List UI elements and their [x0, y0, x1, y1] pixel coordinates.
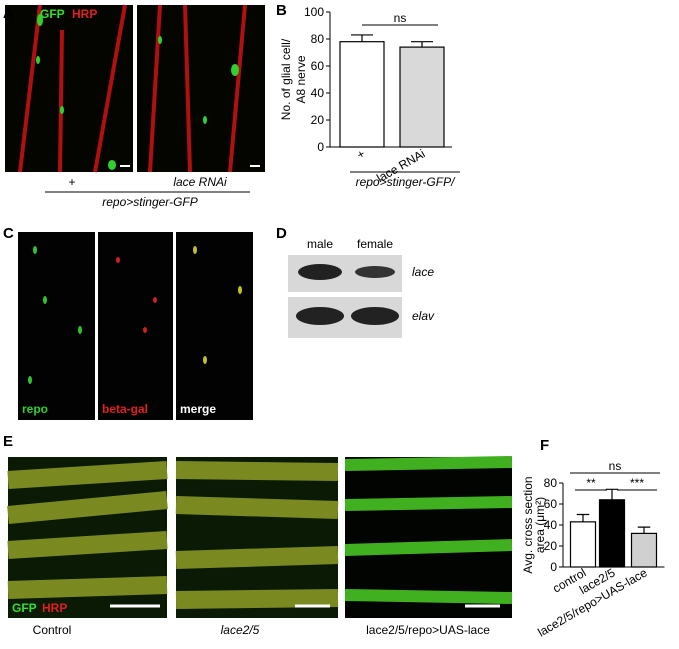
y-axis-label: area (μm²)	[533, 497, 547, 553]
panel-letter: C	[3, 225, 14, 242]
channel-label: merge	[180, 402, 216, 416]
condition-label: +	[68, 175, 75, 189]
nerves	[7, 461, 339, 609]
channel-label: beta-gal	[102, 402, 148, 416]
x-tick-label: +	[354, 146, 367, 162]
channel-label: repo	[22, 402, 48, 416]
y-tick-label: 0	[550, 560, 557, 574]
x-axis-label: repo>stinger-GFP/	[356, 175, 456, 189]
error-bar	[351, 34, 373, 42]
y-tick-label: 0	[317, 140, 324, 154]
bar	[630, 532, 658, 568]
band	[296, 307, 344, 325]
column-label: male	[307, 237, 333, 251]
y-axis-label: No. of glial cell/	[279, 38, 293, 120]
genotype: repo>stinger-GFP	[102, 195, 198, 209]
stain-label: HRP	[42, 601, 67, 615]
micrograph	[176, 232, 253, 420]
condition-label: lace2/5	[221, 623, 260, 637]
y-tick-label: 60	[544, 497, 558, 511]
micrograph	[98, 232, 173, 420]
panel-letter: F	[540, 437, 549, 454]
row-label: elav	[412, 309, 435, 323]
bar	[598, 499, 626, 568]
annotation: ns	[609, 459, 622, 473]
column-label: female	[357, 237, 393, 251]
bar	[339, 41, 385, 148]
y-tick-label: 60	[311, 59, 325, 73]
band	[298, 264, 342, 280]
y-tick-label: 100	[304, 5, 324, 19]
y-tick-label: 20	[544, 539, 558, 553]
y-axis-label: A8 nerve	[294, 55, 308, 103]
annotation: **	[586, 476, 596, 490]
nerves	[344, 456, 513, 604]
error-bar	[576, 513, 590, 522]
band	[351, 307, 399, 325]
condition-label: Control	[33, 623, 72, 637]
bar	[569, 521, 597, 568]
error-bar	[637, 526, 651, 534]
panel-letter: B	[276, 2, 287, 19]
y-tick-label: 40	[544, 518, 558, 532]
panel-letter: A	[3, 5, 14, 22]
nuclei	[28, 246, 242, 384]
micrograph	[18, 232, 95, 420]
nerve-lines	[18, 4, 247, 173]
y-axis-label: Avg. cross section	[521, 476, 535, 573]
stain-label: GFP	[40, 7, 65, 21]
annotation: ***	[630, 476, 644, 490]
condition-label: lace2/5/repo>UAS-lace	[366, 623, 490, 637]
nuclei	[36, 14, 239, 170]
panel-letter: D	[276, 225, 287, 242]
bar	[399, 46, 445, 148]
row-label: lace	[412, 265, 434, 279]
condition-label: lace RNAi	[173, 175, 227, 189]
y-tick-label: 20	[311, 113, 325, 127]
band	[355, 266, 395, 278]
stain-label: HRP	[72, 7, 97, 21]
y-tick-label: 80	[311, 32, 325, 46]
error-bar	[605, 488, 619, 500]
error-bar	[411, 41, 433, 48]
stain-label: GFP	[12, 601, 37, 615]
panel-letter: E	[3, 433, 13, 450]
y-tick-label: 80	[544, 476, 558, 490]
annotation: ns	[394, 11, 407, 25]
y-tick-label: 40	[311, 86, 325, 100]
